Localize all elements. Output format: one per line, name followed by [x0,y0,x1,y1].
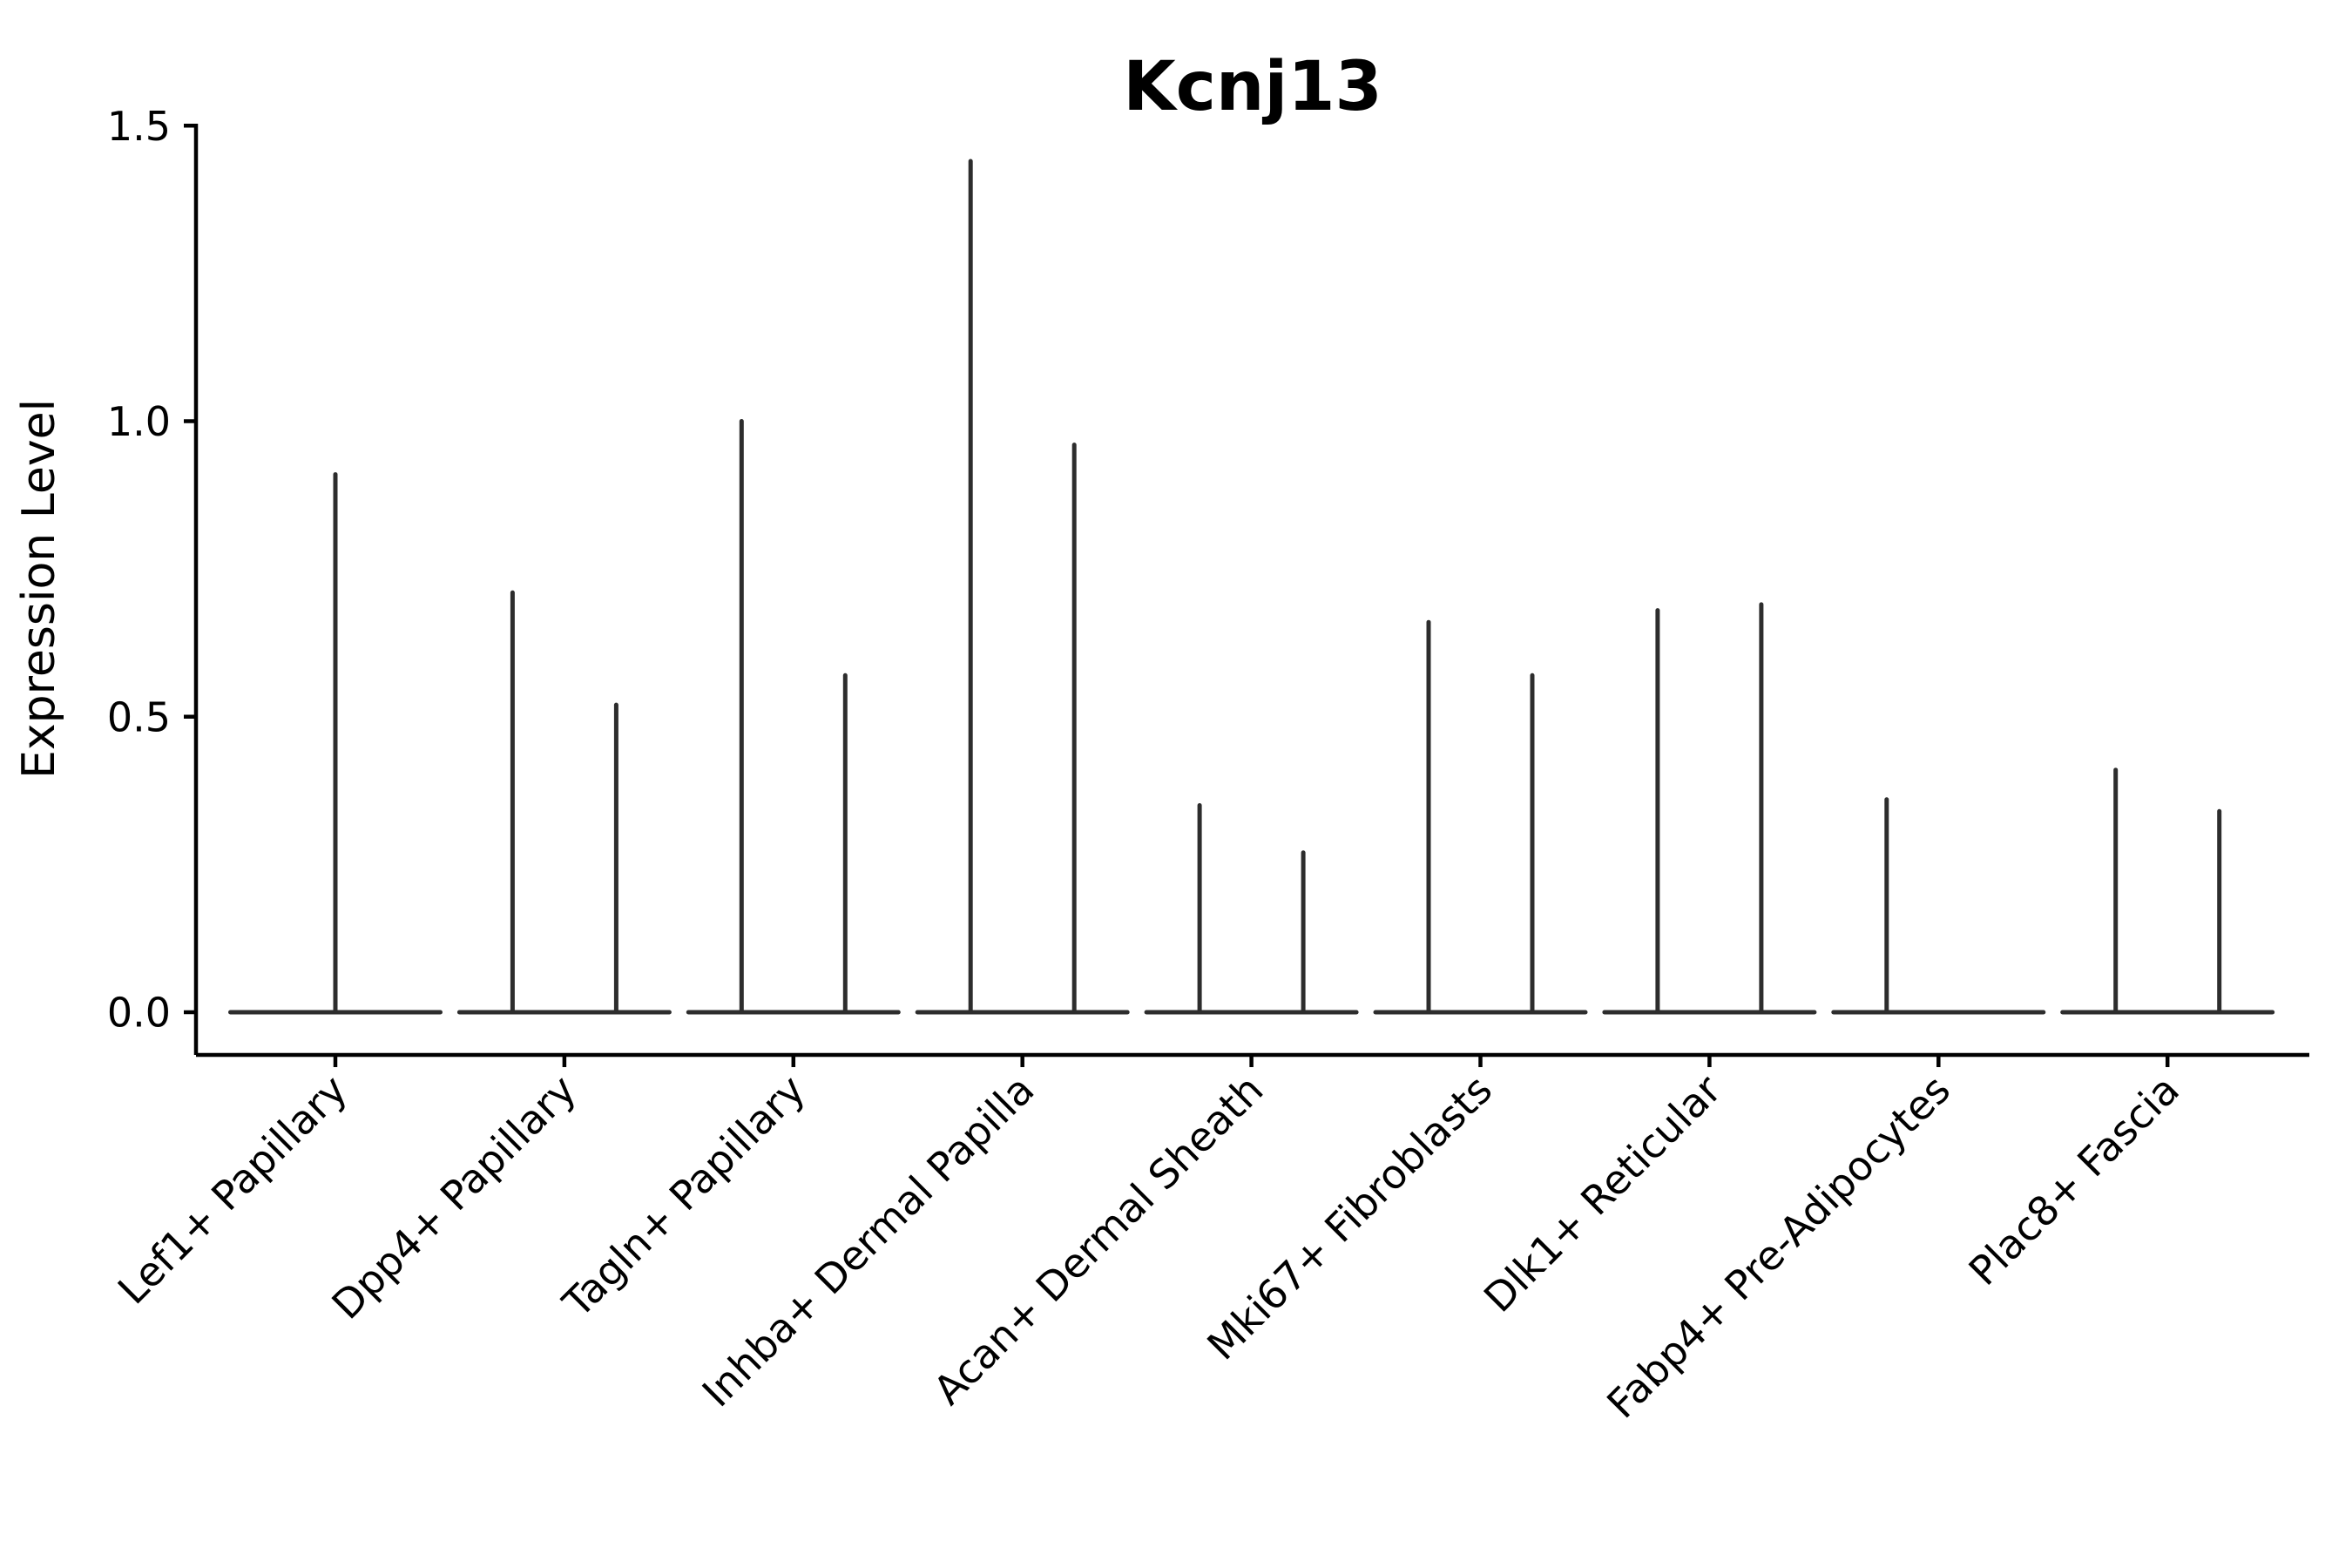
chart-title: Kcnj13 [1123,48,1382,126]
violin-group [1831,797,2046,1015]
violin-group [2060,767,2275,1015]
violin-group [915,159,1130,1015]
violin-group [1144,803,1359,1015]
y-tick-label: 0.0 [107,990,171,1037]
y-tick-label: 1.5 [107,103,171,150]
violin-group [686,419,901,1015]
violin-group [456,590,672,1015]
violin-group [228,472,443,1015]
y-axis-label: Expression Level [13,399,65,779]
y-tick-label: 1.0 [107,398,171,445]
violin-group [1602,602,1817,1015]
y-tick-label: 0.5 [107,693,171,740]
violin-group [1373,619,1588,1015]
